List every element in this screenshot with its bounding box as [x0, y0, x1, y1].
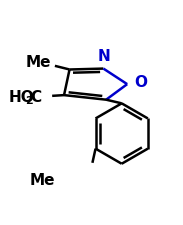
Text: 2: 2 [25, 96, 33, 106]
Text: HO: HO [8, 90, 34, 105]
Text: C: C [30, 90, 41, 105]
Text: Me: Me [29, 173, 55, 188]
Text: N: N [98, 49, 111, 64]
Text: Me: Me [26, 55, 51, 70]
Text: O: O [135, 75, 147, 90]
